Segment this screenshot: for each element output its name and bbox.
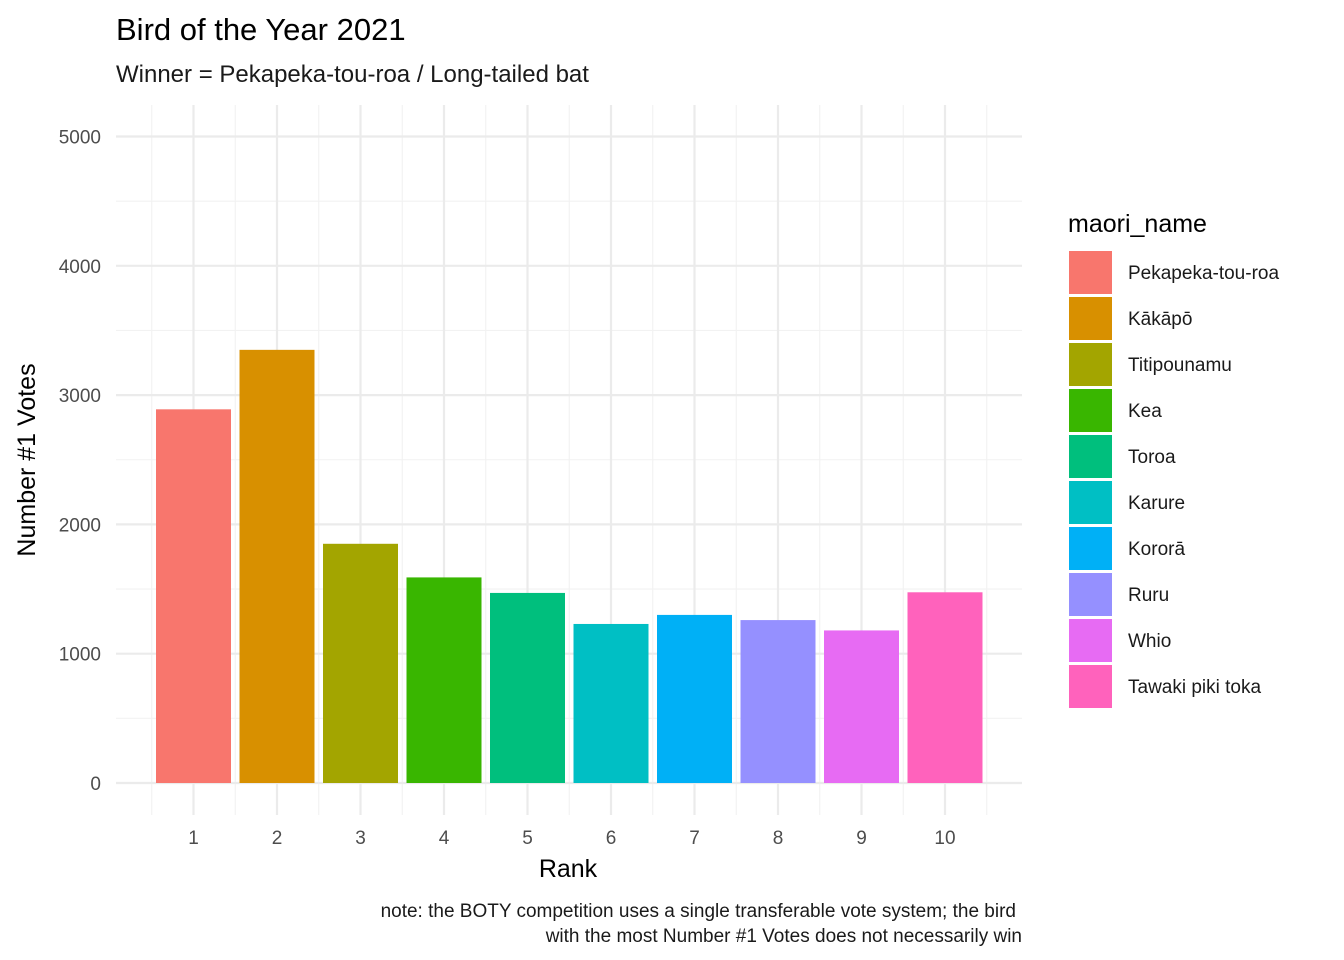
y-tick-label: 4000 [59,257,101,278]
x-tick-label: 8 [773,828,784,849]
y-tick-label: 1000 [59,645,101,666]
x-tick-label: 7 [689,828,700,849]
caption-line-2: with the most Number #1 Votes does not n… [545,926,1022,947]
x-axis-title: Rank [539,855,598,883]
legend-label: Kororā [1128,539,1185,560]
legend-label: Kākāpō [1128,309,1192,330]
legend-key [1069,251,1112,294]
x-axis-ticks: 1 2 3 4 5 6 7 8 9 10 [188,828,955,849]
legend-key [1069,665,1112,708]
legend-label: Ruru [1128,585,1169,606]
legend-key [1069,527,1112,570]
y-tick-label: 2000 [59,515,101,536]
legend-key [1069,619,1112,662]
legend-key [1069,481,1112,524]
x-tick-label: 10 [934,828,955,849]
bar-rank-9 [824,630,899,783]
x-tick-label: 2 [272,828,283,849]
y-tick-label: 5000 [59,128,101,149]
legend-key [1069,389,1112,432]
legend-label: Tawaki piki toka [1128,677,1261,698]
bar-rank-4 [406,577,482,783]
legend-key [1069,573,1112,616]
x-tick-label: 6 [606,828,617,849]
legend-label: Karure [1128,493,1185,514]
chart-subtitle: Winner = Pekapeka-tou-roa / Long-tailed … [116,61,589,88]
legend-key [1069,343,1112,386]
legend-label: Whio [1128,631,1171,652]
bar-rank-10 [907,592,983,783]
legend-label: Toroa [1128,447,1176,468]
legend-title: maori_name [1068,210,1207,238]
legend-label: Kea [1128,401,1162,422]
legend-key [1069,297,1112,340]
bars [156,349,983,783]
chart-title: Bird of the Year 2021 [116,12,406,47]
x-tick-label: 5 [522,828,533,849]
bar-rank-2 [239,349,315,783]
y-axis-ticks: 0 1000 2000 3000 4000 5000 [59,128,101,796]
bar-rank-7 [657,614,732,783]
bar-rank-1 [156,409,231,783]
x-tick-label: 1 [188,828,199,849]
y-axis-title: Number #1 Votes [13,363,41,556]
legend-key [1069,435,1112,478]
legend: Pekapeka-tou-roa Kākāpō Titipounamu Kea Toro… [1069,251,1279,708]
y-tick-label: 0 [90,774,101,795]
x-tick-label: 9 [856,828,867,849]
x-tick-label: 3 [355,828,366,849]
bar-rank-3 [323,543,398,783]
y-tick-label: 3000 [59,386,101,407]
bar-rank-8 [740,620,816,783]
legend-label: Pekapeka-tou-roa [1128,263,1279,284]
caption-line-1: note: the BOTY competition uses a single… [381,901,1016,922]
bar-rank-5 [490,592,565,783]
x-tick-label: 4 [439,828,450,849]
legend-label: Titipounamu [1128,355,1232,376]
bar-rank-6 [573,623,649,783]
